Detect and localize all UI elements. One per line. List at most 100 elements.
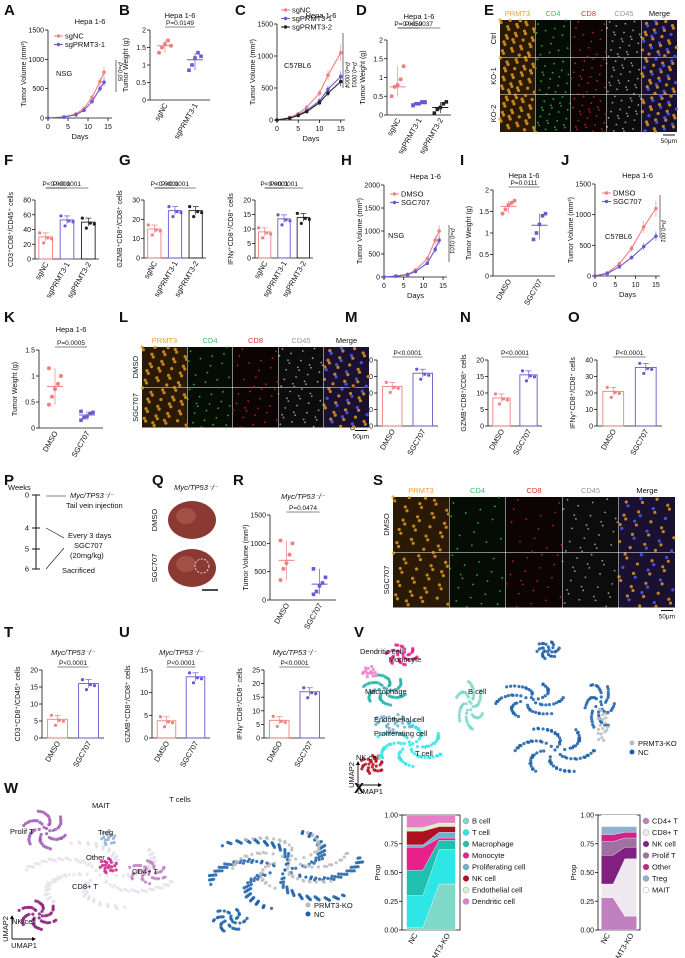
umap-w-cluster — [152, 865, 156, 869]
if-L-signal — [155, 376, 159, 380]
if-E-signal — [615, 25, 618, 27]
timeline-model-label: Myc/TP53⁻/⁻ — [70, 491, 115, 500]
if-S-signal — [661, 565, 665, 569]
umap-v-cluster — [373, 670, 377, 675]
if-E-signal — [516, 88, 521, 93]
if-S-signal — [547, 586, 549, 589]
chart-U2-y-tick-label: 5 — [256, 722, 260, 729]
if-E-signal — [630, 100, 633, 102]
if-L-signal — [360, 389, 364, 393]
if-E-signal — [509, 82, 513, 86]
umap-w2-cluster — [219, 921, 224, 926]
if-L-signal — [344, 382, 348, 386]
chart-X1-legend-label: B cell — [472, 817, 491, 826]
if-E-signal — [556, 120, 559, 122]
if-L-signal — [279, 423, 282, 426]
chart-B-point — [160, 45, 164, 50]
umap-v-cluster — [388, 703, 393, 707]
umap-w-cluster — [137, 869, 141, 873]
umap-v2-cluster — [532, 727, 536, 731]
if-S-signal — [419, 505, 424, 510]
umap-w-cluster — [166, 883, 171, 887]
umap-w2-cluster — [306, 830, 310, 835]
chart-B-point — [193, 56, 197, 60]
umap-w2-cluster — [285, 857, 290, 862]
umap-w-arrow — [10, 915, 14, 919]
if-S-signal — [516, 498, 519, 501]
chart-G2-point — [280, 223, 284, 227]
if-E-signal — [516, 124, 520, 128]
chart-C-x-tick-label: 0 — [275, 126, 279, 133]
chart-X1-legend-label: T cell — [472, 828, 490, 837]
chart-N-point — [501, 397, 506, 401]
if-S-signal — [430, 511, 434, 516]
chart-N-pvalue: P<0.0001 — [501, 350, 529, 357]
chart-B-point — [190, 63, 194, 67]
if-L-signal — [269, 405, 271, 407]
chart-B-category-label: sgNC — [153, 101, 170, 122]
if-E-signal — [532, 65, 536, 69]
chart-K-y-tick-label: 0 — [31, 426, 35, 433]
if-L-signal — [254, 414, 256, 416]
if-E-signal — [532, 90, 536, 94]
if-E-signal — [542, 73, 545, 76]
chart-G1-point — [175, 210, 179, 214]
umap-v-cluster — [371, 674, 375, 678]
if-S-signal — [613, 569, 616, 572]
chart-G2-category-label: sgNC — [252, 259, 269, 280]
umap-w2-cluster — [245, 916, 249, 920]
if-E-signal — [550, 104, 552, 107]
if-E-signal — [656, 50, 660, 54]
if-S-signal — [410, 593, 414, 598]
if-E-signal — [620, 99, 623, 102]
if-L-signal — [163, 353, 167, 357]
if-E-signal — [587, 82, 590, 84]
umap-w2-cluster — [320, 857, 325, 861]
if-S-signal — [435, 596, 439, 600]
if-L-signal — [200, 426, 203, 428]
if-S-signal — [418, 502, 422, 506]
umap-v2-cluster — [540, 703, 544, 707]
umap-w2-cluster — [255, 851, 259, 855]
umap-v-cluster-label: Proliferating cell — [374, 729, 428, 738]
if-S-signal — [650, 559, 654, 563]
if-E-signal — [562, 124, 565, 126]
timeline-tick-label: 5 — [25, 545, 29, 554]
umap-w-cluster — [94, 868, 98, 873]
if-E-signal — [501, 51, 506, 55]
if-L-signal — [152, 423, 156, 428]
umap-v-cluster — [464, 702, 468, 706]
chart-X1-y-tick-label: 1.00 — [384, 813, 398, 820]
chart-D-y-tick-label: 2 — [379, 38, 383, 45]
umap-w-cluster — [47, 815, 51, 819]
chart-O-y-tick-label: 20 — [585, 391, 593, 398]
chart-N-y-tick-label: 0 — [480, 424, 484, 431]
if-E-signal — [531, 38, 535, 42]
umap-w-cluster — [132, 871, 136, 876]
umap-v-cluster — [367, 695, 371, 700]
umap-v-cluster — [380, 756, 384, 760]
if-E-signal — [647, 114, 651, 118]
umap-v-cluster — [402, 741, 407, 746]
if-S-signal — [496, 603, 499, 606]
if-S-signal — [592, 595, 595, 598]
if-E-signal — [558, 75, 561, 78]
umap-v-cluster — [373, 756, 378, 760]
umap-w2-cluster — [317, 839, 321, 844]
if-L-signal — [270, 395, 273, 398]
umap-w-cluster — [37, 827, 41, 831]
umap-v-cluster — [374, 674, 378, 678]
if-E-signal — [610, 49, 612, 51]
if-E-signal — [504, 33, 508, 38]
if-S-signal — [551, 576, 553, 579]
umap-v-cluster — [397, 756, 401, 760]
umap-w-cluster — [44, 832, 49, 836]
umap-w2-cluster — [333, 874, 337, 879]
chart-G1-point — [179, 211, 183, 215]
if-L-signal — [333, 372, 337, 376]
if-E-signal — [597, 106, 599, 109]
if-E-signal — [620, 37, 623, 40]
if-L-signal — [307, 402, 310, 404]
umap-w-cluster — [151, 861, 155, 866]
if-L-signal — [302, 418, 305, 421]
